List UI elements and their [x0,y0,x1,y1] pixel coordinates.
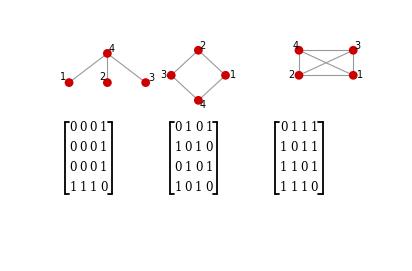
Text: 1: 1 [195,141,202,154]
Text: 0: 0 [205,141,213,154]
Point [143,80,149,85]
Text: 1: 1 [280,181,287,194]
Text: 1: 1 [100,121,107,134]
Point [104,51,111,56]
Text: 0: 0 [89,161,97,174]
Text: 1: 1 [205,161,213,174]
Text: 0: 0 [300,161,308,174]
Text: 2: 2 [99,72,105,82]
Text: 1: 1 [300,141,308,154]
Text: 0: 0 [280,121,288,134]
Text: 1: 1 [205,121,213,134]
Text: 3: 3 [148,73,154,83]
Text: 1: 1 [290,121,297,134]
Text: 1: 1 [175,141,182,154]
Text: 1: 1 [175,181,182,194]
Text: 2: 2 [288,70,295,80]
Point [296,48,302,52]
Text: 0: 0 [80,121,87,134]
Point [296,73,302,78]
Text: 1: 1 [300,181,308,194]
Point [66,80,73,85]
Text: 0: 0 [311,181,318,194]
Text: 0: 0 [100,181,107,194]
Text: 1: 1 [311,121,318,134]
Text: 1: 1 [357,70,363,80]
Text: 0: 0 [185,181,192,194]
Text: 1: 1 [280,161,287,174]
Text: 2: 2 [199,41,205,51]
Text: 1: 1 [185,121,192,134]
Point [222,73,229,78]
Text: 4: 4 [199,100,205,110]
Text: 0: 0 [185,141,192,154]
Text: 1: 1 [229,70,236,80]
Text: 0: 0 [175,161,182,174]
Point [195,48,202,52]
Text: 1: 1 [100,141,107,154]
Text: 0: 0 [80,161,87,174]
Text: 1: 1 [185,161,192,174]
Text: 1: 1 [311,161,318,174]
Point [104,80,111,85]
Text: 1: 1 [300,121,308,134]
Point [350,48,356,52]
Point [168,73,175,78]
Text: 3: 3 [354,41,360,51]
Point [350,73,356,78]
Text: 1: 1 [90,181,97,194]
Text: 1: 1 [69,181,77,194]
Text: 1: 1 [60,72,66,82]
Text: 0: 0 [195,161,202,174]
Text: 0: 0 [80,141,87,154]
Text: 0: 0 [69,161,77,174]
Text: 0: 0 [89,121,97,134]
Text: 0: 0 [205,181,213,194]
Text: 1: 1 [311,141,318,154]
Text: 1: 1 [290,181,297,194]
Text: 0: 0 [175,121,182,134]
Text: 0: 0 [69,121,77,134]
Text: 4: 4 [108,44,114,54]
Text: 0: 0 [195,121,202,134]
Text: 1: 1 [290,161,297,174]
Text: 0: 0 [69,141,77,154]
Text: 1: 1 [100,161,107,174]
Text: 3: 3 [160,70,166,80]
Text: 4: 4 [292,41,298,51]
Text: 0: 0 [290,141,297,154]
Text: 1: 1 [280,141,287,154]
Text: 0: 0 [89,141,97,154]
Text: 1: 1 [195,181,202,194]
Text: 1: 1 [80,181,87,194]
Point [195,98,202,102]
